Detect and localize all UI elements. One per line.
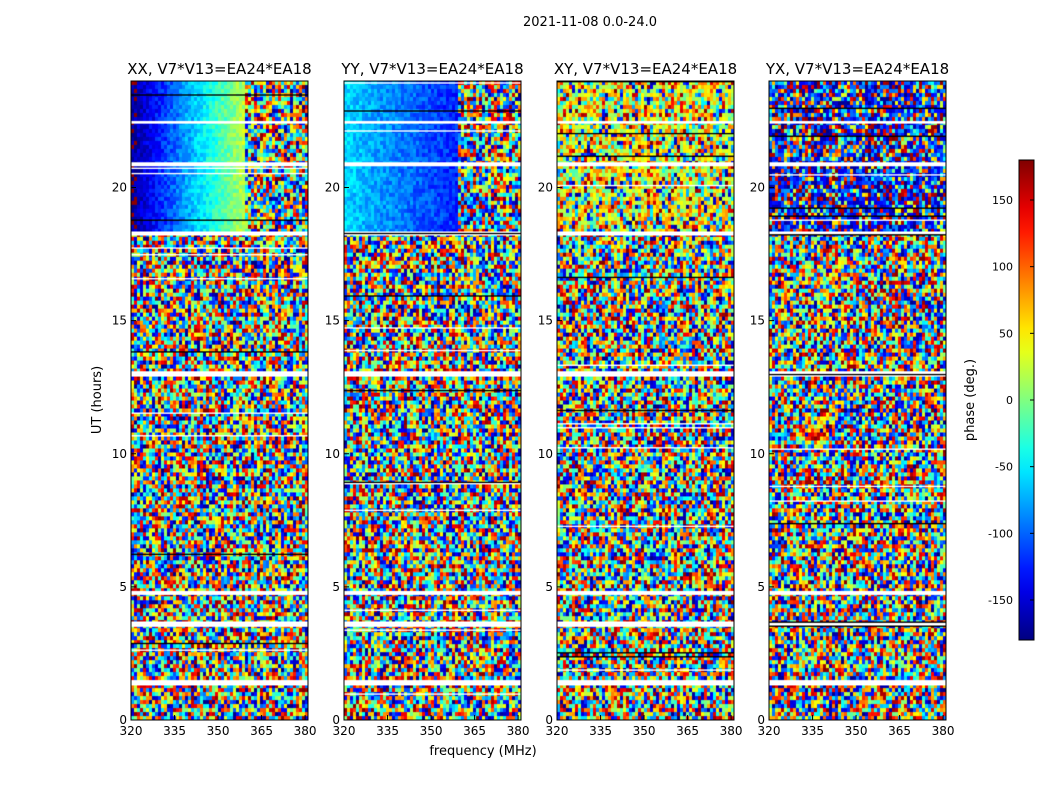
colorbar-tick-label: -150 xyxy=(988,594,1013,607)
colorbar: -150 -100 -50 0 50 100 150 xyxy=(988,159,1035,641)
panel-title: YX, V7*V13=EA24*EA18 xyxy=(765,60,949,78)
x-tick-label: 335 xyxy=(801,724,824,738)
x-tick-label: 350 xyxy=(207,724,230,738)
y-tick-label: 10 xyxy=(750,447,765,461)
y-tick-label: 0 xyxy=(119,713,127,727)
x-axis-label: frequency (MHz) xyxy=(429,744,536,759)
y-axis-label: UT (hours) xyxy=(90,366,105,434)
x-tick-label: 365 xyxy=(463,724,486,738)
x-tick-label: 380 xyxy=(507,724,530,738)
colorbar-tick-label: 150 xyxy=(992,194,1013,207)
x-tick-label: 320 xyxy=(546,724,569,738)
y-tick-label: 5 xyxy=(119,580,127,594)
axes-frame xyxy=(130,80,309,721)
x-tick-label: 380 xyxy=(294,724,317,738)
x-tick-label: 335 xyxy=(376,724,399,738)
colorbar-tick-label: -50 xyxy=(995,461,1013,474)
x-tick-label: 350 xyxy=(633,724,656,738)
axes-frame xyxy=(768,80,947,721)
colorbar-tick-label: 0 xyxy=(1006,394,1013,407)
y-tick-label: 10 xyxy=(538,447,553,461)
y-tick-label: 15 xyxy=(750,314,765,328)
y-tick-label: 15 xyxy=(325,314,340,328)
x-tick-label: 365 xyxy=(250,724,273,738)
x-tick-label: 335 xyxy=(589,724,612,738)
x-tick-label: 320 xyxy=(120,724,143,738)
y-tick-label: 5 xyxy=(332,580,340,594)
phase-heatmap xyxy=(557,81,734,720)
colorbar-label: phase (deg.) xyxy=(963,359,978,441)
x-tick-label: 380 xyxy=(932,724,955,738)
x-tick-label: 380 xyxy=(720,724,743,738)
panel-yy: YY, V7*V13=EA24*EA18 320 335 350 365 380 0 5 10 1… xyxy=(325,60,530,738)
colorbar-tick-label: -100 xyxy=(988,527,1013,540)
x-tick-label: 320 xyxy=(333,724,356,738)
x-tick-label: 365 xyxy=(676,724,699,738)
phase-heatmap xyxy=(769,81,946,720)
phase-heatmap xyxy=(344,81,521,720)
y-tick-label: 20 xyxy=(325,181,340,195)
panels-group: XX, V7*V13=EA24*EA18 320 335 350 365 380 0 5 10 1… xyxy=(112,60,955,738)
y-tick-label: 20 xyxy=(538,181,553,195)
y-tick-label: 5 xyxy=(757,580,765,594)
x-tick-label: 350 xyxy=(845,724,868,738)
panel-xy: XY, V7*V13=EA24*EA18 320 335 350 365 380 0 5 10 1… xyxy=(538,60,743,738)
y-tick-label: 15 xyxy=(538,314,553,328)
y-tick-label: 0 xyxy=(545,713,553,727)
x-tick-label: 320 xyxy=(758,724,781,738)
panel-title: YY, V7*V13=EA24*EA18 xyxy=(340,60,523,78)
axes-frame xyxy=(343,80,522,721)
y-tick-label: 10 xyxy=(325,447,340,461)
x-tick-label: 350 xyxy=(420,724,443,738)
y-tick-label: 15 xyxy=(112,314,127,328)
y-tick-label: 0 xyxy=(757,713,765,727)
phase-heatmap xyxy=(131,81,308,720)
panel-yx: YX, V7*V13=EA24*EA18 320 335 350 365 380 0 5 10 1… xyxy=(750,60,955,738)
figure-suptitle: 2021-11-08 0.0-24.0 xyxy=(523,15,657,30)
panel-title: XX, V7*V13=EA24*EA18 xyxy=(127,60,311,78)
x-tick-label: 365 xyxy=(888,724,911,738)
y-tick-label: 5 xyxy=(545,580,553,594)
colorbar-tick-label: 100 xyxy=(992,261,1013,274)
x-tick-label: 335 xyxy=(163,724,186,738)
panel-title: XY, V7*V13=EA24*EA18 xyxy=(554,60,737,78)
axes-frame xyxy=(556,80,735,721)
y-tick-label: 20 xyxy=(750,181,765,195)
y-tick-label: 10 xyxy=(112,447,127,461)
y-tick-label: 0 xyxy=(332,713,340,727)
panel-xx: XX, V7*V13=EA24*EA18 320 335 350 365 380 0 5 10 1… xyxy=(112,60,317,738)
y-tick-label: 20 xyxy=(112,181,127,195)
colorbar-tick-label: 50 xyxy=(999,327,1013,340)
